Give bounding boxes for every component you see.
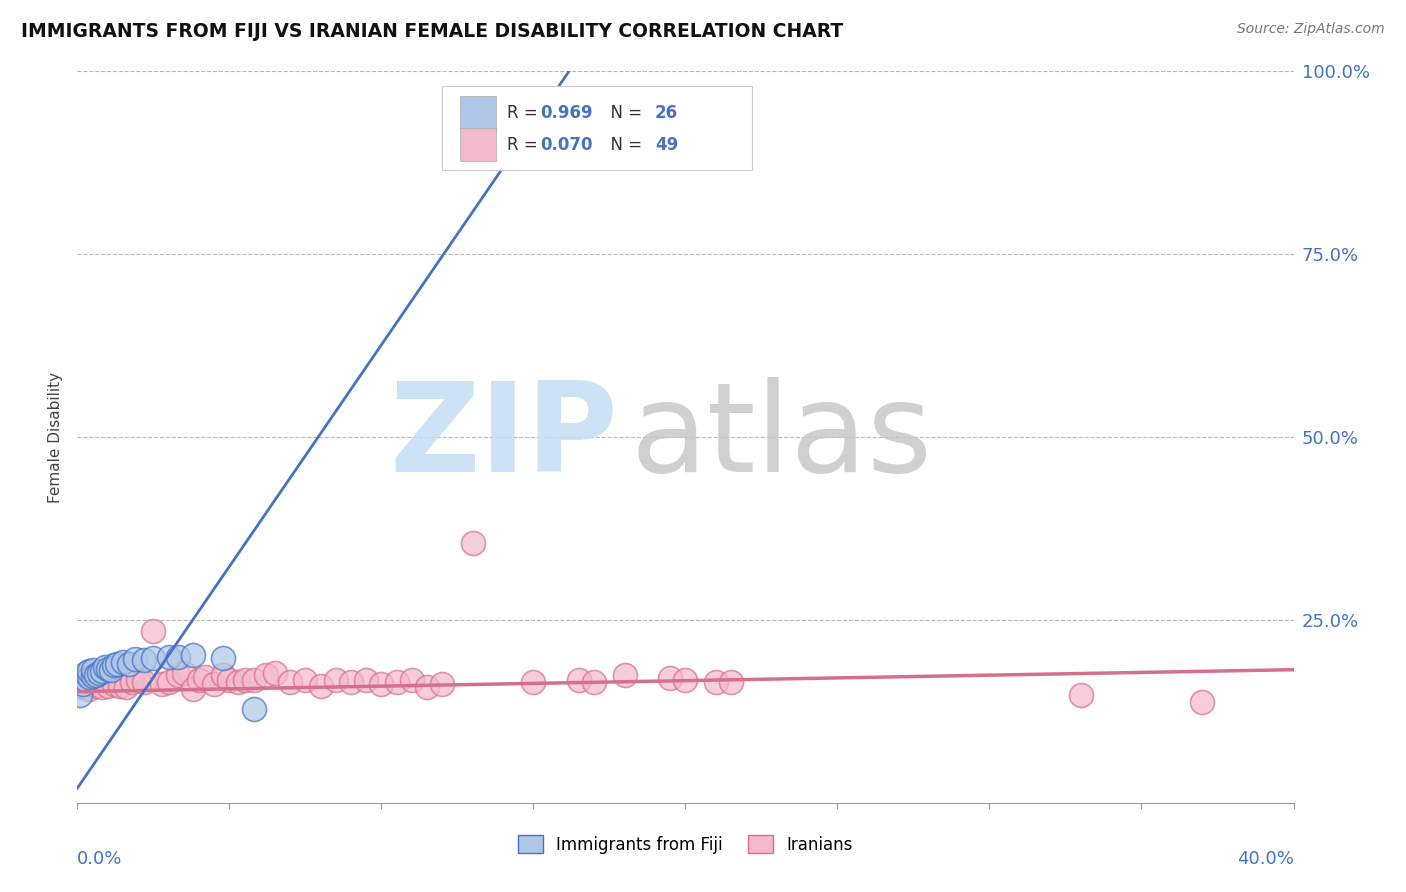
Text: R =: R = <box>506 136 543 153</box>
Point <box>181 682 204 697</box>
Point <box>264 665 287 680</box>
Point <box>1070 688 1092 702</box>
Point <box>115 680 138 694</box>
Point <box>103 658 125 673</box>
Point <box>157 675 180 690</box>
Point <box>181 648 204 662</box>
Point <box>79 664 101 678</box>
Point <box>103 677 125 691</box>
Point <box>84 667 107 681</box>
Point <box>212 667 235 681</box>
Point <box>704 675 727 690</box>
Point <box>173 665 195 680</box>
Point <box>254 667 277 681</box>
Point <box>121 675 143 690</box>
Point <box>82 668 104 682</box>
Point <box>127 673 149 687</box>
Y-axis label: Female Disability: Female Disability <box>48 371 63 503</box>
Point <box>675 673 697 687</box>
Point <box>87 665 110 680</box>
Point <box>75 673 97 687</box>
Point <box>370 677 392 691</box>
Point <box>430 677 453 691</box>
Point <box>72 677 94 691</box>
Point <box>97 679 120 693</box>
Point <box>242 702 264 716</box>
Point <box>108 679 131 693</box>
Point <box>416 680 439 694</box>
Point <box>82 663 104 677</box>
Text: 26: 26 <box>655 104 678 122</box>
Point <box>188 673 211 687</box>
Point <box>79 670 101 684</box>
Point <box>90 680 112 694</box>
Text: ZIP: ZIP <box>389 376 619 498</box>
Point <box>522 675 544 690</box>
Point <box>218 673 240 687</box>
Text: 0.969: 0.969 <box>541 104 593 122</box>
Text: 0.070: 0.070 <box>541 136 593 153</box>
Point <box>613 667 636 681</box>
Point <box>202 677 225 691</box>
Point <box>309 679 332 693</box>
Point <box>75 665 97 680</box>
Point <box>720 675 742 690</box>
Point <box>568 673 591 687</box>
Point <box>72 680 94 694</box>
Point <box>111 656 134 670</box>
Point <box>401 673 423 687</box>
Point <box>385 675 408 690</box>
Point <box>100 663 122 677</box>
Point <box>134 653 156 667</box>
Text: N =: N = <box>600 104 648 122</box>
Point <box>166 667 188 681</box>
Text: IMMIGRANTS FROM FIJI VS IRANIAN FEMALE DISABILITY CORRELATION CHART: IMMIGRANTS FROM FIJI VS IRANIAN FEMALE D… <box>21 22 844 41</box>
Point <box>152 677 174 691</box>
FancyBboxPatch shape <box>441 86 752 170</box>
Point <box>325 673 347 687</box>
Text: atlas: atlas <box>631 376 932 498</box>
Point <box>105 657 128 671</box>
Point <box>461 536 484 550</box>
Point <box>157 649 180 664</box>
Point <box>142 624 165 638</box>
Point <box>79 682 101 697</box>
Point <box>93 660 115 674</box>
Text: 40.0%: 40.0% <box>1237 850 1294 868</box>
Point <box>354 673 377 687</box>
Point <box>340 675 363 690</box>
Point <box>242 673 264 687</box>
Point <box>124 652 146 666</box>
Text: R =: R = <box>506 104 543 122</box>
Point <box>278 675 301 690</box>
Point <box>84 679 107 693</box>
Text: 0.0%: 0.0% <box>77 850 122 868</box>
FancyBboxPatch shape <box>460 128 496 161</box>
Point <box>583 675 606 690</box>
Point <box>134 675 156 690</box>
Point <box>69 688 91 702</box>
FancyBboxPatch shape <box>460 96 496 130</box>
Point <box>118 657 141 671</box>
Point <box>212 651 235 665</box>
Point <box>166 649 188 664</box>
Text: N =: N = <box>600 136 648 153</box>
Text: Source: ZipAtlas.com: Source: ZipAtlas.com <box>1237 22 1385 37</box>
Point <box>233 673 256 687</box>
Point <box>142 651 165 665</box>
Point <box>294 673 316 687</box>
Point <box>90 664 112 678</box>
Legend: Immigrants from Fiji, Iranians: Immigrants from Fiji, Iranians <box>512 829 859 860</box>
Point <box>659 672 682 686</box>
Point <box>194 670 217 684</box>
Text: 49: 49 <box>655 136 678 153</box>
Point <box>228 675 250 690</box>
Point <box>1191 695 1213 709</box>
Point <box>97 662 120 676</box>
